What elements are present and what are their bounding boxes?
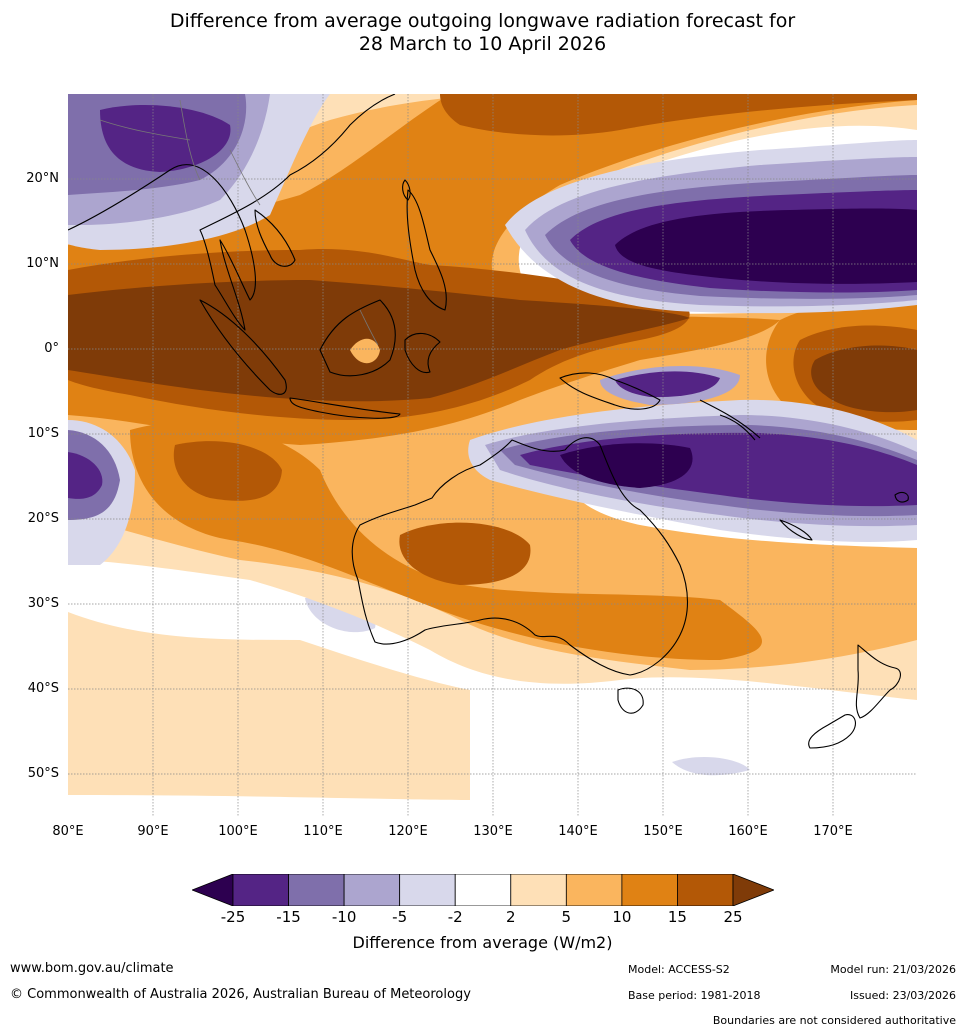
colorbar-tick-label: 2	[505, 908, 516, 926]
colorbar-extend-low	[190, 873, 234, 907]
colorbar-tick-label: -15	[276, 908, 301, 926]
title-line-1: Difference from average outgoing longwav…	[169, 10, 796, 32]
lat-label-20s: 20°S	[27, 511, 59, 526]
coast-java	[289, 397, 401, 419]
model-run: Model run: 21/03/2026	[830, 963, 956, 976]
lat-label-10n: 10°N	[26, 256, 59, 271]
coast-australia	[351, 437, 688, 676]
colorbar-swatch	[399, 873, 456, 907]
shade-south-light	[68, 612, 470, 800]
olr-anomaly-map	[68, 94, 917, 816]
colorbar-swatch	[232, 873, 289, 907]
colorbar-tick-label: 10	[612, 908, 632, 926]
coast-indochina	[254, 209, 296, 267]
colorbar-swatch	[677, 873, 734, 907]
lon-label-110e: 110°E	[303, 824, 343, 839]
base-period: Base period: 1981-2018	[628, 989, 761, 1002]
colorbar-tick-label: -25	[220, 908, 246, 926]
graticule	[68, 94, 917, 816]
colorbar-tick-label: -10	[331, 908, 357, 926]
country-borders	[99, 99, 379, 346]
coastlines	[68, 94, 909, 749]
lon-label-100e: 100°E	[218, 824, 258, 839]
shade-ne-brown	[440, 94, 917, 136]
lon-label-80e: 80°E	[52, 824, 84, 839]
shade-south-dark2	[399, 522, 531, 585]
coast-taiwan	[402, 179, 411, 201]
lon-label-150e: 150°E	[643, 824, 683, 839]
colorbar-swatch	[565, 873, 623, 907]
lon-label-170e: 170°E	[813, 824, 853, 839]
coast-fiji	[894, 491, 909, 503]
colorbar	[190, 873, 776, 907]
colorbar-tick-label: 25	[723, 908, 743, 926]
colorbar-label: Difference from average (W/m2)	[352, 933, 613, 952]
lat-label-0: 0°	[44, 341, 59, 356]
map-title: Difference from average outgoing longwav…	[0, 10, 965, 56]
title-line-2: 28 March to 10 April 2026	[358, 33, 607, 55]
lon-label-90e: 90°E	[137, 824, 169, 839]
colorbar-extend-high	[732, 873, 776, 907]
coast-borneo	[319, 299, 396, 377]
colorbar-swatch	[454, 873, 512, 907]
colorbar-swatch	[288, 873, 345, 907]
lat-label-40s: 40°S	[27, 681, 59, 696]
lon-label-130e: 130°E	[473, 824, 513, 839]
shade-borneo-hole	[350, 338, 380, 364]
colorbar-tick-label: 5	[561, 908, 572, 926]
shade-nw-4	[100, 105, 231, 172]
coast-nz-south	[808, 714, 856, 749]
shade-south-orange	[130, 422, 762, 660]
shade-south-dark1	[173, 441, 282, 501]
shade-pacific-darkest	[811, 345, 917, 413]
coast-sumatra	[199, 299, 287, 395]
lon-label-160e: 160°E	[728, 824, 768, 839]
model-name: Model: ACCESS-S2	[628, 963, 730, 976]
lat-label-50s: 50°S	[27, 766, 59, 781]
coast-philippines	[406, 189, 447, 311]
colorbar-swatch	[343, 873, 401, 907]
colorbar-tick-label: -2	[447, 908, 463, 926]
shade-sp-5	[560, 443, 693, 488]
coast-png	[559, 372, 661, 410]
shade-eq-darkest	[68, 280, 690, 402]
colorbar-swatch	[621, 873, 678, 907]
lat-label-20n: 20°N	[26, 171, 59, 186]
coast-solomons	[699, 399, 761, 441]
shade-lavender-se	[672, 756, 750, 776]
coast-asia	[68, 94, 396, 331]
colorbar-tick-label: 15	[667, 908, 687, 926]
lat-label-30s: 30°S	[27, 596, 59, 611]
copyright: © Commonwealth of Australia 2026, Austra…	[10, 987, 471, 1002]
coast-newcal	[779, 519, 813, 541]
coast-tasmania	[617, 687, 644, 714]
issued-date: Issued: 23/03/2026	[849, 989, 956, 1002]
coast-nz-north	[855, 644, 901, 719]
colorbar-swatch	[510, 873, 567, 907]
shade-wio-3	[68, 452, 103, 499]
lon-label-120e: 120°E	[388, 824, 428, 839]
website-link[interactable]: www.bom.gov.au/climate	[10, 961, 174, 976]
lat-label-10s: 10°S	[27, 426, 59, 441]
lon-label-140e: 140°E	[558, 824, 598, 839]
shade-np-5	[615, 208, 917, 284]
colorbar-tick-label: -5	[392, 908, 408, 926]
boundaries-disclaimer: Boundaries are not considered authoritat…	[712, 1014, 956, 1027]
coast-sulawesi	[404, 332, 441, 374]
